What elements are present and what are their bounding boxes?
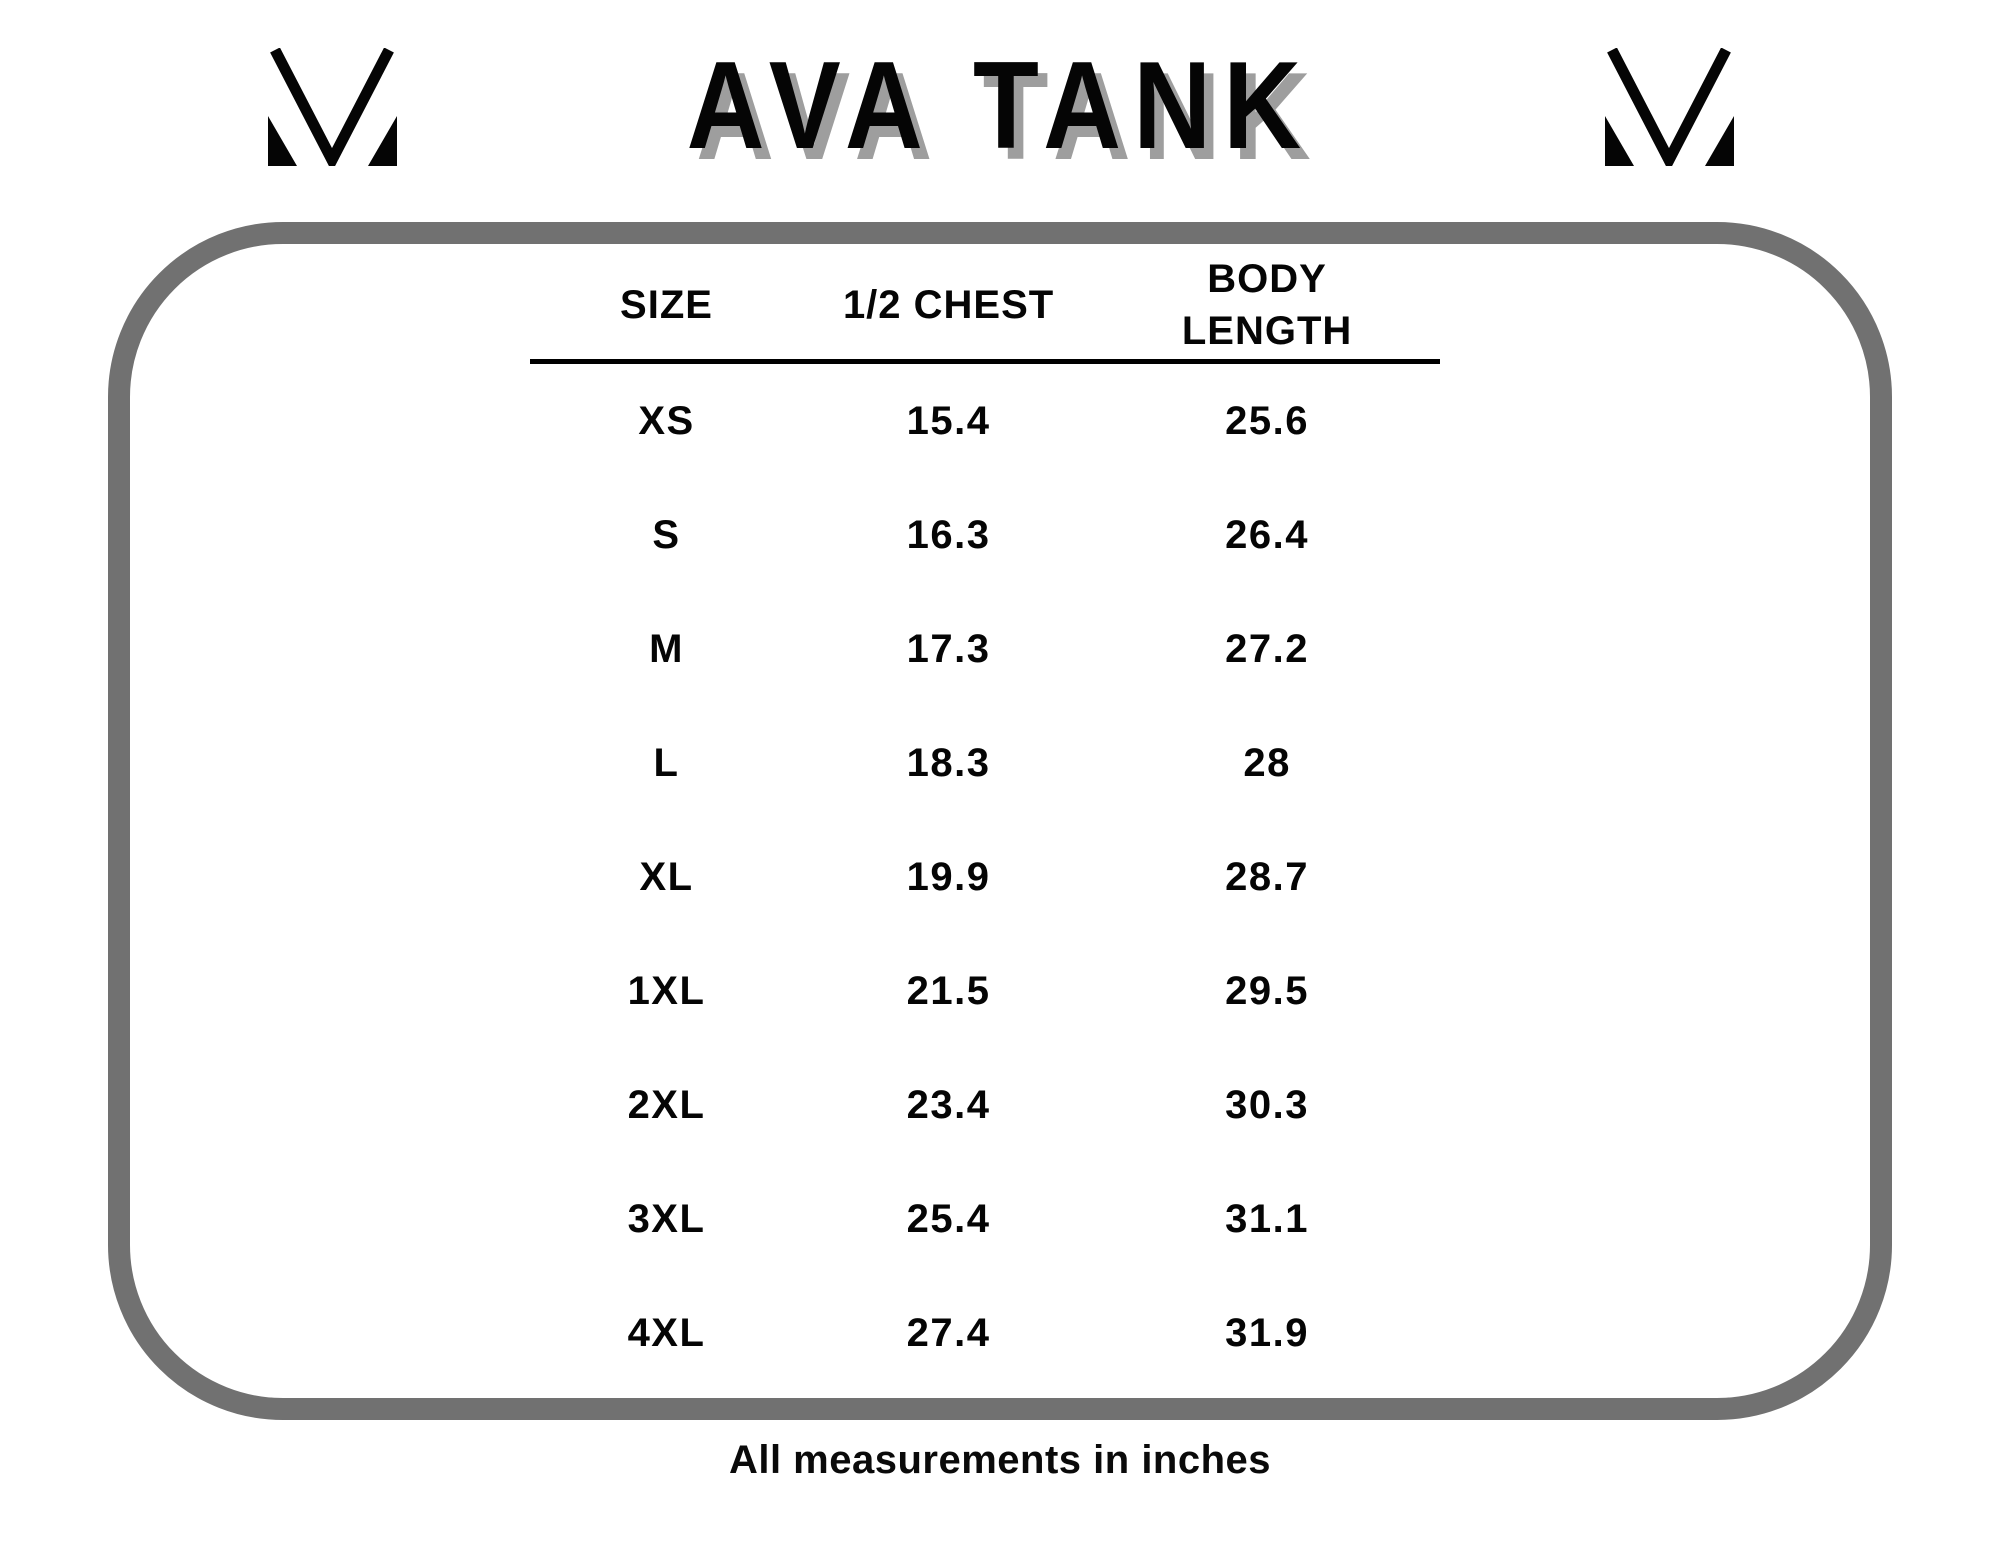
size-label: M [649, 627, 684, 671]
body-length-value: 30.3 [1225, 1083, 1310, 1127]
body-length-value: 27.2 [1225, 627, 1310, 671]
column-header-half-chest-label: 1/2 CHEST [842, 282, 1055, 327]
table-row-1xl: 1XL 21.5 29.5 [530, 934, 1440, 1048]
column-header-size: SIZE [530, 250, 803, 359]
size-label: L [653, 741, 680, 785]
body-length-value: 29.5 [1225, 969, 1310, 1013]
page-title: AVA TANK [686, 37, 1314, 175]
half-chest-value: 21.5 [906, 969, 991, 1013]
size-table: SIZE 1/2 CHEST BODY LENGTH XS 15.4 25.6 … [530, 250, 1440, 1390]
table-row-4xl: 4XL 27.4 31.9 [530, 1276, 1440, 1390]
half-chest-value: 23.4 [906, 1083, 991, 1127]
half-chest-value: 19.9 [906, 855, 991, 899]
body-length-value: 28.7 [1225, 855, 1310, 899]
size-label: 2XL [627, 1083, 706, 1127]
column-header-body-length: BODY LENGTH [1094, 250, 1440, 359]
table-row-s: S 16.3 26.4 [530, 478, 1440, 592]
size-label: 4XL [627, 1311, 706, 1355]
column-header-half-chest: 1/2 CHEST [803, 250, 1094, 359]
size-label: XL [639, 855, 694, 899]
half-chest-value: 16.3 [906, 513, 991, 557]
table-row-m: M 17.3 27.2 [530, 592, 1440, 706]
body-length-value: 28 [1243, 741, 1291, 785]
table-row-3xl: 3XL 25.4 31.1 [530, 1162, 1440, 1276]
brand-monogram-icon [1605, 48, 1734, 166]
body-length-value: 31.1 [1225, 1197, 1310, 1241]
half-chest-value: 18.3 [906, 741, 991, 785]
brand-monogram-icon [268, 48, 397, 166]
body-length-value: 26.4 [1225, 513, 1310, 557]
table-header-row: SIZE 1/2 CHEST BODY LENGTH [530, 250, 1440, 364]
half-chest-value: 15.4 [906, 399, 991, 443]
table-row-xl: XL 19.9 28.7 [530, 820, 1440, 934]
units-note: All measurements in inches [728, 1438, 1272, 1482]
size-label: 3XL [627, 1197, 706, 1241]
column-header-size-label: SIZE [620, 282, 713, 327]
chart-frame [108, 222, 1892, 1420]
column-header-body-length-label: BODY LENGTH [1181, 256, 1353, 353]
body-length-value: 25.6 [1225, 399, 1310, 443]
half-chest-value: 17.3 [906, 627, 991, 671]
half-chest-value: 25.4 [906, 1197, 991, 1241]
size-label: XS [638, 399, 695, 443]
table-row-xs: XS 15.4 25.6 [530, 364, 1440, 478]
body-length-value: 31.9 [1225, 1311, 1310, 1355]
size-label: 1XL [627, 969, 706, 1013]
half-chest-value: 27.4 [906, 1311, 991, 1355]
table-row-2xl: 2XL 23.4 30.3 [530, 1048, 1440, 1162]
table-row-l: L 18.3 28 [530, 706, 1440, 820]
size-label: S [652, 513, 681, 557]
